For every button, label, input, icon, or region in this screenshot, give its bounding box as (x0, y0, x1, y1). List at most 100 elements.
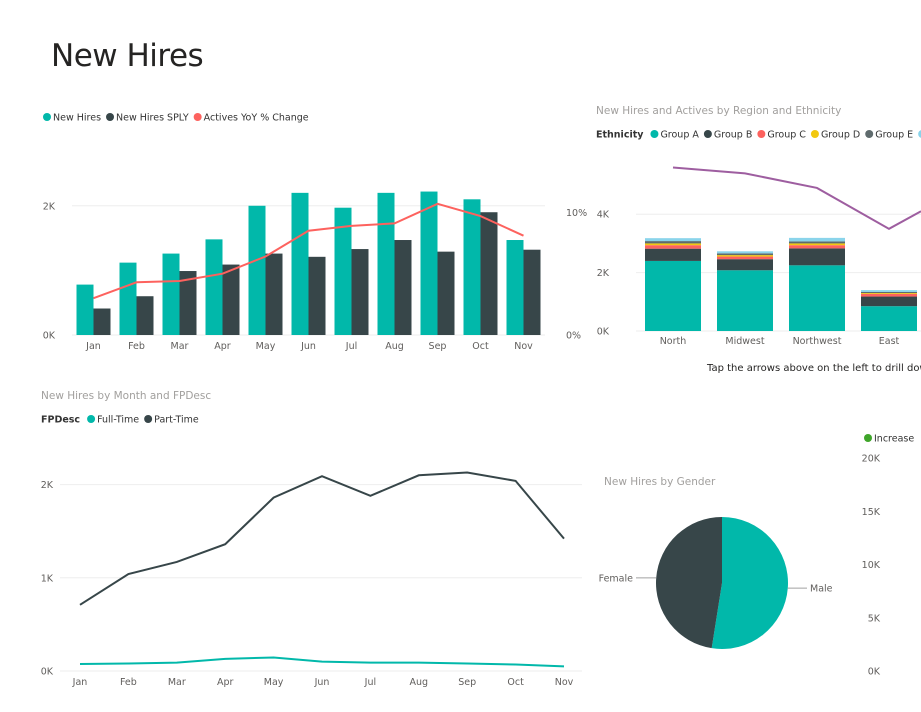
c1-y-tick-1: 2K (43, 201, 56, 212)
c1-x-tick-apr: Apr (214, 341, 231, 352)
c5-y-tick-3: 15K (862, 507, 881, 518)
c1-y2-tick-0: 0% (566, 331, 581, 342)
c4-chart-title: New Hires by Gender (604, 476, 716, 488)
c5-y-tick-4: 20K (862, 454, 881, 465)
c2-x-tick-north: North (660, 336, 687, 347)
c5-legend-marker-0 (864, 434, 872, 442)
c2-bar-midwest-seg-2 (717, 256, 773, 260)
c3-x-tick-feb: Feb (120, 677, 137, 688)
c1-bar-sply-feb (136, 296, 154, 335)
c2-bar-north-seg-3 (645, 243, 701, 246)
c2-line-actives (672, 166, 921, 230)
c2-bar-midwest-seg-4 (717, 253, 773, 256)
c2-y-tick-0: 0K (597, 327, 610, 338)
c1-x-tick-oct: Oct (472, 341, 489, 352)
c2-bar-northwest-seg-0 (789, 265, 845, 331)
c2-bar-east-seg-2 (861, 293, 917, 297)
c1-x-tick-jul: Jul (345, 341, 357, 352)
c5-y-tick-1: 5K (868, 613, 881, 624)
c1-x-tick-mar: Mar (171, 341, 189, 352)
c2-legend-marker-4 (865, 130, 874, 138)
c1-bar-sply-jan (93, 308, 111, 335)
c2-chart-title: New Hires and Actives by Region and Ethn… (596, 105, 841, 117)
c3-legend-label-1: Part-Time (154, 415, 199, 426)
c3-x-tick-mar: Mar (168, 677, 186, 688)
c1-bar-new-hires-sep (420, 191, 438, 335)
c2-legend-label-3: Group D (821, 130, 860, 141)
c1-y2-tick-1: 10% (566, 208, 587, 219)
c3-x-tick-apr: Apr (217, 677, 234, 688)
c2-legend-marker-3 (810, 130, 819, 138)
c3-line-part-time (79, 471, 565, 606)
c1-legend-label-1: New Hires SPLY (116, 113, 189, 124)
page-title: New Hires (51, 38, 204, 74)
c1-x-tick-jan: Jan (85, 341, 101, 352)
c2-bar-midwest-seg-3 (717, 255, 773, 257)
c2-legend-marker-0 (650, 130, 659, 138)
c2-bar-northwest-seg-2 (789, 245, 845, 249)
c2-bar-north-seg-4 (645, 241, 701, 244)
c2-y-tick-2: 4K (597, 210, 610, 221)
c1-bar-sply-mar (179, 271, 197, 335)
c2-legend-marker-5 (918, 130, 921, 138)
c2-bar-midwest-seg-1 (717, 259, 773, 271)
c1-bar-new-hires-jun (291, 192, 309, 335)
c3-legend-marker-0 (87, 415, 96, 423)
c4-slice-female (655, 517, 722, 649)
c1-y-tick-0: 0K (43, 331, 56, 342)
c3-x-tick-nov: Nov (555, 677, 574, 688)
c1-bar-sply-may (265, 253, 283, 335)
c1-bar-sply-nov (523, 249, 541, 335)
c2-legend-label-0: Group A (660, 130, 699, 141)
c1-x-tick-nov: Nov (514, 341, 533, 352)
c2-legend-label-4: Group E (875, 130, 913, 141)
c1-bar-new-hires-jan (76, 284, 94, 335)
c1-x-tick-may: May (256, 341, 276, 352)
c3-legend-marker-1 (144, 415, 153, 423)
c1-bar-new-hires-may (248, 205, 266, 335)
c4-label-female: Female (599, 573, 634, 584)
c1-x-tick-aug: Aug (385, 341, 404, 352)
c1-x-tick-sep: Sep (429, 341, 447, 352)
c3-x-tick-jan: Jan (72, 677, 88, 688)
c1-bar-sply-jun (308, 256, 326, 335)
c2-x-tick-northwest: Northwest (793, 336, 842, 347)
c2-bar-north-seg-2 (645, 245, 701, 249)
c1-bar-new-hires-aug (377, 192, 395, 335)
c2-bar-midwest-seg-5 (717, 251, 773, 254)
c2-bar-east-seg-4 (861, 291, 917, 294)
c3-line-full-time (79, 656, 565, 668)
c2-bar-northwest-seg-5 (789, 237, 845, 242)
c2-bar-east-seg-0 (861, 306, 917, 331)
c2-bar-northwest-seg-1 (789, 248, 845, 266)
c1-x-tick-jun: Jun (300, 341, 316, 352)
c1-x-tick-feb: Feb (128, 341, 145, 352)
c1-bar-new-hires-mar (162, 253, 180, 335)
c1-legend-marker-2 (193, 113, 202, 121)
c2-bar-east-seg-5 (861, 290, 917, 292)
c1-bar-new-hires-feb (119, 262, 137, 335)
c1-bar-sply-jul (351, 249, 369, 335)
c3-x-tick-sep: Sep (458, 677, 476, 688)
c2-bar-midwest-seg-0 (717, 270, 773, 331)
c2-bar-north-seg-0 (645, 260, 701, 331)
c3-x-tick-aug: Aug (410, 677, 429, 688)
c3-x-tick-jun: Jun (314, 677, 330, 688)
c3-y-tick-2: 2K (41, 480, 54, 491)
c2-bar-east-seg-3 (861, 293, 917, 294)
c1-legend-marker-1 (106, 113, 115, 121)
c2-bar-northwest-seg-4 (789, 241, 845, 244)
c1-bar-sply-aug (394, 240, 412, 335)
c1-legend-label-0: New Hires (53, 113, 101, 124)
c2-bar-north-seg-5 (645, 238, 701, 242)
c3-y-tick-0: 0K (41, 667, 54, 678)
c1-line-actives-yoy (93, 202, 524, 300)
c1-bar-sply-oct (480, 212, 498, 335)
c1-bar-new-hires-oct (463, 199, 481, 335)
c4-label-male: Male (810, 584, 833, 595)
